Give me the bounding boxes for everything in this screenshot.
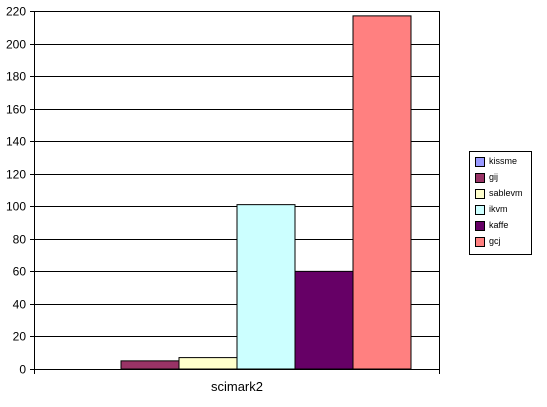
legend-label: kaffe [489, 220, 509, 230]
bar-gcj [352, 15, 412, 370]
bar-ikvm [236, 204, 296, 370]
y-tick-label: 120 [6, 168, 26, 182]
x-axis-labels: scimark2 [211, 379, 263, 394]
legend-item-kaffe: kaffe [475, 219, 508, 232]
bar-gij [120, 360, 180, 370]
legend-item-kissme: kissme [475, 155, 517, 168]
legend-item-ikvm: ikvm [475, 203, 508, 216]
legend-swatch [475, 156, 485, 167]
legend-label: gij [489, 172, 499, 182]
legend-item-gcj: gcj [475, 235, 501, 248]
axes [34, 11, 440, 374]
legend-label: gcj [489, 236, 501, 246]
legend-item-gij: gij [475, 171, 498, 184]
y-axis-ticks: 0 20 40 60 80 100 120 140 160 180 200 220 [6, 5, 34, 377]
legend-item-sablevm: sablevm [475, 187, 523, 200]
bar-sablevm [178, 357, 238, 370]
y-tick-label: 160 [6, 103, 26, 117]
y-tick-label: 100 [6, 200, 26, 214]
y-tick-label: 140 [6, 135, 26, 149]
legend-label: ikvm [489, 204, 508, 214]
legend-swatch [475, 220, 485, 231]
legend-swatch [475, 188, 485, 199]
y-tick-label: 60 [13, 265, 27, 279]
legend-swatch [475, 172, 485, 183]
y-tick-label: 200 [6, 38, 26, 52]
legend-swatch [475, 204, 485, 215]
legend-label: kissme [489, 156, 518, 166]
legend: kissme gij sablevm ikvm kaffe gcj [469, 151, 532, 255]
x-category-label: scimark2 [211, 379, 263, 394]
y-tick-label: 80 [13, 233, 27, 247]
y-tick-label: 0 [19, 363, 26, 377]
y-tick-label: 40 [13, 298, 27, 312]
bars [120, 15, 412, 370]
y-tick-label: 220 [6, 5, 26, 19]
y-tick-label: 20 [13, 330, 27, 344]
legend-label: sablevm [489, 188, 523, 198]
bar-kaffe [294, 270, 354, 370]
y-tick-label: 180 [6, 70, 26, 84]
legend-swatch [475, 236, 485, 247]
